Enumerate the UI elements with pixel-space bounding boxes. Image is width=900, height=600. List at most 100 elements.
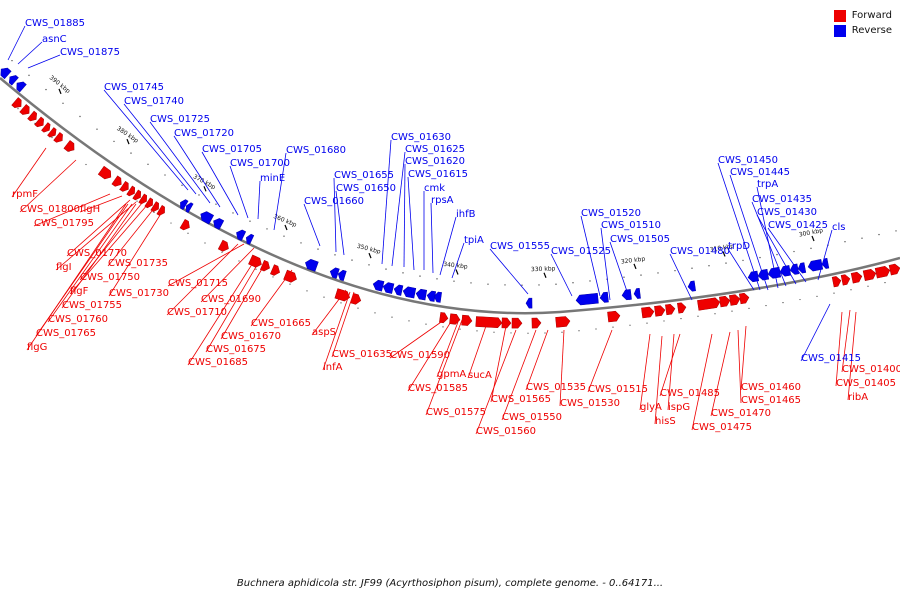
scale-dot	[221, 251, 223, 253]
scale-dot	[861, 237, 863, 239]
gene-label: trpA	[757, 179, 778, 190]
scale-dot	[527, 332, 529, 334]
leader-line	[149, 121, 211, 204]
leader-line	[229, 165, 249, 219]
leader-line	[439, 216, 457, 276]
scale-dot	[725, 262, 727, 264]
gene-label: asnC	[42, 34, 67, 45]
gene-label: CWS_01720	[174, 128, 234, 139]
forward-gene-arrow	[41, 122, 51, 133]
forward-gene-arrow	[350, 293, 362, 305]
gene-label: flgG	[27, 342, 47, 353]
gene-label: gpmA	[437, 369, 466, 380]
reverse-gene-arrow	[213, 218, 225, 230]
reverse-gene-arrow	[797, 262, 807, 274]
scale-dot	[510, 332, 512, 334]
scale-dot	[538, 284, 540, 286]
forward-gene-arrow	[738, 292, 750, 305]
reverse-gene-arrow	[402, 286, 417, 299]
reverse-gene-arrow	[807, 259, 824, 272]
gene-label: CWS_01620	[405, 156, 465, 167]
tick-mark	[126, 138, 130, 145]
leader-line	[609, 241, 631, 301]
scale-dot	[266, 228, 268, 230]
leader-line	[201, 151, 239, 216]
scale-dot	[170, 222, 172, 224]
forward-gene-arrow	[719, 295, 731, 308]
scale-dot	[663, 320, 665, 322]
gene-labels: CWS_01885 asnC CWS_01875 CWS_01745 CWS_01740…	[12, 18, 900, 437]
scale-dot	[793, 250, 795, 253]
scale-dot	[708, 265, 710, 267]
scale-dot	[646, 322, 648, 324]
leader-line	[430, 202, 434, 274]
reverse-gene-arrow	[757, 268, 770, 281]
leader-line	[407, 319, 453, 392]
gene-label: aspS	[312, 327, 336, 338]
reverse-gene-arrow	[599, 291, 609, 303]
scale-dot	[198, 194, 200, 196]
gene-label: CWS_01480	[670, 246, 730, 257]
gene-label: CWS_01875	[60, 47, 120, 58]
scale-dot	[272, 276, 274, 278]
gene-label: ribA	[848, 392, 868, 403]
scale-dot	[289, 283, 291, 285]
leader-line	[667, 333, 675, 411]
leader-line	[17, 41, 43, 65]
gene-label: CWS_01415	[801, 353, 861, 364]
forward-gene-arrow	[888, 263, 900, 276]
gene-label: CWS_01565	[491, 394, 551, 405]
gene-label: hisS	[655, 416, 676, 427]
scale-dot	[436, 278, 438, 280]
scale-dot	[11, 59, 13, 62]
gene-label: CWS_01670	[221, 331, 281, 342]
scale-dot	[317, 248, 319, 250]
leader-line	[737, 329, 742, 404]
scale-dot	[62, 102, 64, 104]
forward-gene-arrow	[449, 313, 461, 325]
forward-gene-arrow	[641, 306, 655, 319]
tick-label: 330 kbp	[531, 265, 556, 273]
leader-line	[600, 227, 611, 301]
leader-line	[525, 329, 549, 391]
leader-line	[220, 261, 267, 340]
scale-dot	[714, 313, 716, 315]
leader-line	[333, 177, 337, 253]
forward-gene-arrow	[511, 317, 523, 329]
scale-dot	[419, 275, 421, 277]
leader-line	[389, 319, 445, 359]
leader-line	[19, 159, 77, 213]
leader-line	[61, 203, 137, 309]
scale-dot	[674, 269, 676, 272]
gene-label: minE	[260, 173, 285, 184]
gene-label: CWS_01685	[188, 357, 248, 368]
gene-label: infA	[323, 362, 343, 373]
forward-gene-arrow	[179, 218, 190, 231]
tick-mark	[455, 269, 459, 275]
scale-dot	[232, 212, 234, 214]
tick-label: 310 kbp	[709, 243, 734, 254]
scale-dot	[113, 140, 115, 143]
leader-line	[436, 321, 459, 378]
scale-dot	[629, 324, 631, 326]
scale-dot	[306, 290, 308, 292]
scale-dot	[680, 318, 682, 320]
leader-line	[187, 257, 257, 366]
legend-reverse-label: Reverse	[851, 25, 892, 36]
label-leader-lines	[7, 25, 857, 435]
forward-swatch	[833, 9, 846, 22]
leader-line	[691, 333, 713, 431]
scale-dot	[521, 284, 523, 286]
gene-label: CWS_01770	[67, 248, 127, 259]
scale-dot	[799, 298, 801, 301]
gene-label: CWS_01430	[757, 207, 817, 218]
scale-dot	[153, 211, 155, 213]
scale-dot	[493, 331, 495, 333]
scale-dot	[867, 285, 869, 287]
gene-label: CWS_01680	[286, 145, 346, 156]
scale-dot	[357, 307, 359, 309]
leader-line	[550, 253, 573, 297]
forward-gene-arrow	[119, 180, 129, 192]
forward-gene-arrow	[217, 239, 229, 252]
leader-line	[659, 333, 681, 397]
